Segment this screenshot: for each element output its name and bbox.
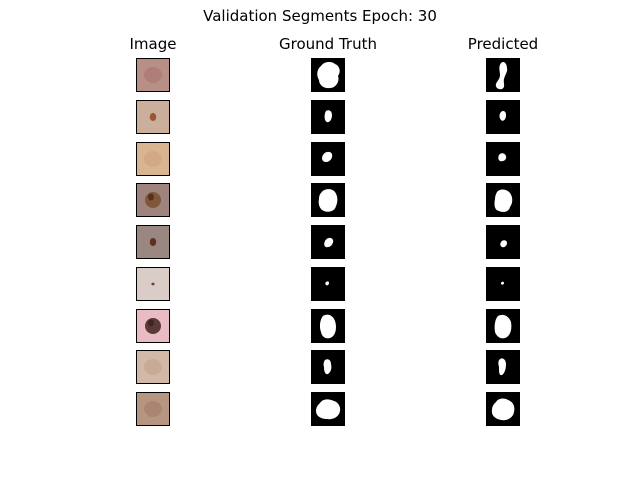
dermoscopy-image <box>136 392 170 426</box>
column-title-predicted: Predicted <box>467 35 539 53</box>
lesion-core <box>148 193 154 201</box>
image-border <box>136 309 170 343</box>
dermoscopy-image <box>136 142 170 176</box>
lesion-spot <box>144 151 162 167</box>
lesion-spot <box>151 282 155 286</box>
ground-truth-mask <box>311 350 345 384</box>
predicted-mask <box>486 58 520 92</box>
dermoscopy-image <box>136 100 170 134</box>
lesion-mask <box>501 281 504 285</box>
predicted-mask <box>486 309 520 343</box>
image-border <box>136 267 170 301</box>
skin-background <box>136 392 170 426</box>
lesion-mask <box>500 240 507 248</box>
lesion-mask <box>318 189 338 212</box>
lesion-mask <box>491 398 515 421</box>
skin-background <box>136 58 170 92</box>
ground-truth-mask <box>311 225 345 259</box>
lesion-mask <box>324 110 332 123</box>
predicted-mask <box>486 350 520 384</box>
lesion-mask <box>324 237 334 248</box>
dermoscopy-image <box>136 350 170 384</box>
image-border <box>136 225 170 259</box>
column-title-ground-truth: Ground Truth <box>279 35 377 53</box>
image-border <box>136 350 170 384</box>
ground-truth-mask <box>311 100 345 134</box>
ground-truth-mask <box>311 142 345 176</box>
predicted-mask <box>486 267 520 301</box>
lesion-core <box>148 319 154 327</box>
lesion-mask <box>499 111 506 121</box>
ground-truth-mask <box>311 183 345 217</box>
skin-background <box>136 142 170 176</box>
image-border <box>136 183 170 217</box>
predicted-mask <box>486 392 520 426</box>
dermoscopy-image <box>136 267 170 301</box>
lesion-mask <box>317 61 340 89</box>
predicted-mask <box>486 225 520 259</box>
lesion-mask <box>495 61 508 90</box>
lesion-mask <box>494 314 512 339</box>
ground-truth-mask <box>311 267 345 301</box>
lesion-spot <box>144 359 162 375</box>
lesion-mask <box>498 358 506 376</box>
ground-truth-mask <box>311 392 345 426</box>
dermoscopy-image <box>136 183 170 217</box>
figure-title: Validation Segments Epoch: 30 <box>203 7 437 25</box>
dermoscopy-image <box>136 58 170 92</box>
lesion-mask <box>316 399 341 420</box>
lesion-mask <box>494 189 513 212</box>
lesion-mask <box>319 314 336 339</box>
lesion-spot <box>149 113 157 121</box>
lesion-spot <box>144 401 162 417</box>
lesion-spot <box>149 238 157 246</box>
dermoscopy-image <box>136 225 170 259</box>
image-border <box>136 100 170 134</box>
image-border <box>136 58 170 92</box>
ground-truth-mask <box>311 309 345 343</box>
lesion-mask <box>323 359 332 375</box>
predicted-mask <box>486 183 520 217</box>
column-title-image: Image <box>129 35 177 53</box>
lesion-mask <box>322 151 333 162</box>
skin-background <box>136 350 170 384</box>
image-border <box>136 142 170 176</box>
predicted-mask <box>486 142 520 176</box>
lesion-mask <box>325 281 329 286</box>
image-border <box>136 392 170 426</box>
dermoscopy-image <box>136 309 170 343</box>
lesion-spot <box>144 67 162 83</box>
predicted-mask <box>486 100 520 134</box>
ground-truth-mask <box>311 58 345 92</box>
lesion-mask <box>498 153 507 162</box>
